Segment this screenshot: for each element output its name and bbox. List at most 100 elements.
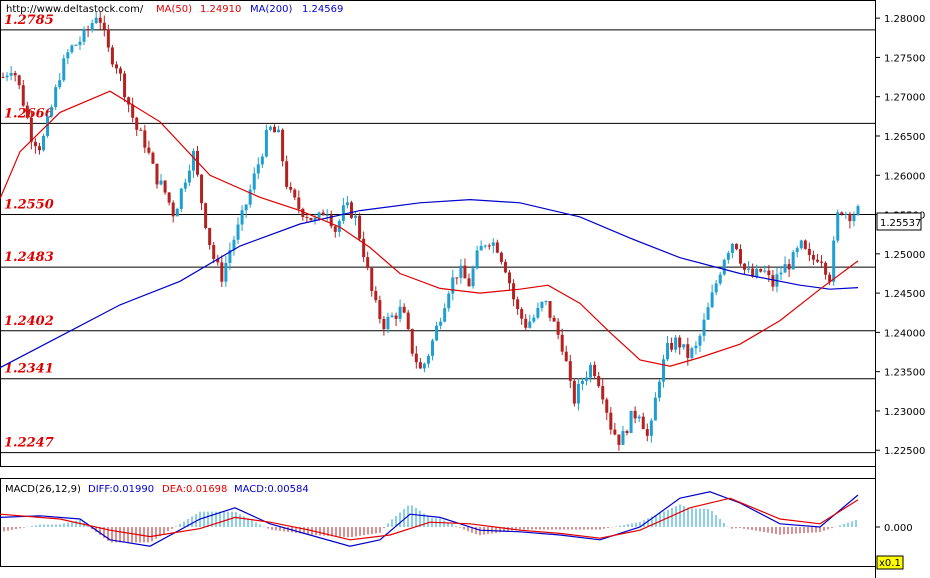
candle-body [649,420,653,436]
candle-body [633,410,637,419]
candle-body [37,146,41,151]
candle-body [127,97,131,105]
candle-body [29,117,33,142]
candle-body [516,299,520,310]
candle-body [119,68,123,74]
candle-body [200,174,204,204]
candle-body [852,214,856,222]
macd-dea-line [0,497,859,541]
candle-body [601,386,605,400]
candle-body [820,261,824,263]
candle-body [791,252,795,270]
price-tick-label: 1.27000 [884,93,925,104]
candle-body [637,416,641,419]
ma50-line [0,90,859,367]
candle-body [268,126,272,130]
candle-body [86,29,90,31]
level-label: 1.2341 [4,362,54,377]
candle-body [106,29,110,48]
macd-diff-line [0,491,859,547]
price-tick-label: 1.26000 [884,171,925,182]
candle-body [98,17,102,23]
candle-body [718,274,722,284]
price-tick-label: 1.24000 [884,328,925,339]
candle-body [435,325,439,341]
candle-body [666,342,670,360]
candle-body [795,248,799,253]
candle-body [524,318,528,328]
candle-body [345,202,349,206]
candle-body [629,410,633,433]
candle-body [536,307,540,318]
candle-body [568,361,572,381]
candle-body [459,265,463,278]
candle-body [143,130,147,148]
candle-body [451,277,455,294]
candle-body [21,85,25,106]
macd-diff-label: DIFF:0.01990 [88,484,154,495]
candle-body [46,116,50,136]
candle-body [305,216,309,218]
candle-body [272,126,276,133]
candle-body [738,249,742,264]
candle-body [609,412,613,430]
candle-body [370,268,374,292]
price-panel [0,0,876,467]
macd-zero-label: 0.000 [884,523,913,534]
candle-body [349,202,353,218]
candle-body [341,205,345,221]
candle-body [208,227,212,245]
support-resistance-levels: 1.2785 1.2666 1.2550 1.2483 1.2402 1.2341 1.22… [1,13,875,454]
candle-body [548,301,552,318]
candle-body [228,250,232,263]
ma200-label: MA(200) [250,4,292,15]
candle-body [495,242,499,253]
candle-body [589,364,593,378]
candle-body [783,264,787,273]
macd-scale-badge [876,555,904,570]
candle-body [386,316,390,330]
ma200-value: 1.24569 [302,4,343,15]
candle-body [191,150,195,171]
last-price-tag [876,212,922,231]
candle-body [248,189,252,205]
candle-body [74,44,78,46]
candle-body [313,217,317,221]
macd-scale-text: x0.1 [879,558,901,569]
candle-body [840,212,844,215]
candle-body [114,64,118,69]
candle-body [179,188,183,209]
candle-body [467,278,471,287]
candle-body [431,340,435,356]
candle-body [698,335,702,346]
level-label: 1.2666 [4,106,54,121]
candle-body [439,321,443,326]
candle-body [325,214,329,216]
candle-body [333,226,337,232]
candle-body [374,291,378,301]
candle-body [811,254,815,260]
candle-body [803,240,807,249]
candle-body [625,431,629,433]
candle-body [670,342,674,350]
candle-body [532,317,536,322]
candle-body [362,238,366,258]
candle-body [520,309,524,319]
candle-body [576,383,580,404]
candle-body [5,75,9,78]
candle-body [694,345,698,349]
candle-body [414,353,418,363]
candle-body [621,431,625,445]
candle-body [726,253,730,260]
candle-body [556,321,560,335]
candle-body [147,147,151,153]
candle-body [580,380,584,384]
candle-body [102,22,106,30]
candle-body [183,182,187,189]
price-tick-label: 1.25000 [884,250,925,261]
level-label: 1.2550 [4,198,54,213]
candle-body [9,72,13,76]
candle-body [528,321,532,328]
candle-body [844,213,848,215]
candle-body [232,239,236,251]
